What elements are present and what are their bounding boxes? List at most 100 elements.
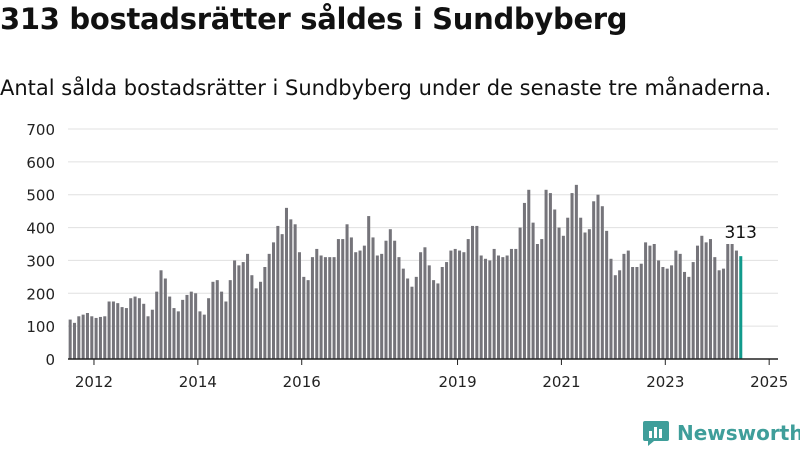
bar <box>267 253 271 359</box>
bar <box>678 253 682 359</box>
bar <box>328 257 332 359</box>
bar <box>194 293 198 359</box>
bar <box>297 252 301 359</box>
bar <box>90 316 94 359</box>
bar <box>514 248 518 359</box>
bar <box>397 257 401 359</box>
bar <box>505 255 509 359</box>
y-tick-label: 300 <box>26 252 55 270</box>
bar <box>410 286 414 359</box>
bar <box>496 255 500 359</box>
bar <box>384 240 388 359</box>
y-tick-label: 0 <box>45 351 55 369</box>
bar <box>483 258 488 359</box>
bar <box>713 257 717 359</box>
bar <box>648 245 652 359</box>
bar <box>518 227 522 359</box>
bar <box>81 314 85 359</box>
bar <box>708 239 712 359</box>
bar <box>185 294 189 359</box>
y-tick-label: 500 <box>26 187 55 205</box>
bar <box>544 189 548 359</box>
bar <box>280 234 284 359</box>
bar <box>176 311 180 359</box>
bar <box>133 296 137 359</box>
bar <box>380 253 384 359</box>
bar <box>315 248 319 359</box>
x-tick-label: 2016 <box>283 373 321 391</box>
bar <box>626 250 630 359</box>
bar <box>557 227 561 359</box>
bar <box>310 257 314 359</box>
bar <box>146 316 150 359</box>
x-tick-label: 2025 <box>750 373 788 391</box>
bar <box>124 308 128 359</box>
bar <box>670 265 674 359</box>
bar <box>142 303 146 359</box>
bar <box>371 237 375 359</box>
bar <box>107 301 111 359</box>
bar <box>734 250 738 359</box>
bar <box>691 262 695 359</box>
bar <box>137 298 141 359</box>
bar <box>618 270 622 359</box>
bar <box>302 276 306 359</box>
bar <box>349 237 353 359</box>
bar <box>375 255 379 359</box>
bar <box>293 224 297 359</box>
y-tick-label: 600 <box>26 154 55 172</box>
bar <box>566 217 570 359</box>
x-tick-label: 2023 <box>646 373 684 391</box>
bar <box>445 262 449 359</box>
bar <box>228 280 232 359</box>
bar <box>85 313 89 359</box>
bar <box>345 224 349 359</box>
bar <box>644 242 648 359</box>
bar <box>237 265 241 359</box>
bar <box>440 267 444 359</box>
bar <box>367 216 371 359</box>
bar <box>596 194 600 359</box>
x-tick-label: 2014 <box>179 373 217 391</box>
bar <box>168 296 172 359</box>
bar <box>674 250 678 359</box>
bar <box>406 278 410 359</box>
bar <box>639 263 643 359</box>
brand: Newsworthy <box>643 418 800 448</box>
bar <box>332 257 336 359</box>
y-axis-labels: 0 100 200 300 400 500 600 700 <box>26 121 55 369</box>
bar <box>103 316 107 359</box>
bar <box>388 229 392 359</box>
x-tick-label: 2019 <box>438 373 476 391</box>
bar <box>259 281 263 359</box>
bar <box>220 291 224 359</box>
bar <box>466 239 470 359</box>
bar <box>600 206 604 359</box>
bar <box>683 271 687 359</box>
bar <box>159 270 163 359</box>
bar <box>150 309 154 359</box>
bar <box>116 303 120 359</box>
bar <box>652 244 656 359</box>
y-tick-label: 200 <box>26 285 55 303</box>
bar <box>605 230 609 359</box>
bar <box>587 229 591 359</box>
bar <box>661 267 665 359</box>
bar <box>665 268 669 359</box>
bar <box>323 257 327 359</box>
page-title: 313 bostadsrätter såldes i Sundbyberg <box>0 2 628 36</box>
bar <box>207 298 211 359</box>
bar <box>414 276 418 359</box>
bar <box>687 276 691 359</box>
bar <box>509 248 513 359</box>
bar <box>358 250 362 359</box>
x-tick-label: 2012 <box>75 373 113 391</box>
bar <box>271 242 276 359</box>
newsworthy-logo-icon <box>643 421 669 446</box>
bar <box>211 281 215 359</box>
bar <box>613 275 617 359</box>
bar <box>635 267 639 359</box>
bar <box>401 268 405 359</box>
bar <box>527 189 531 359</box>
